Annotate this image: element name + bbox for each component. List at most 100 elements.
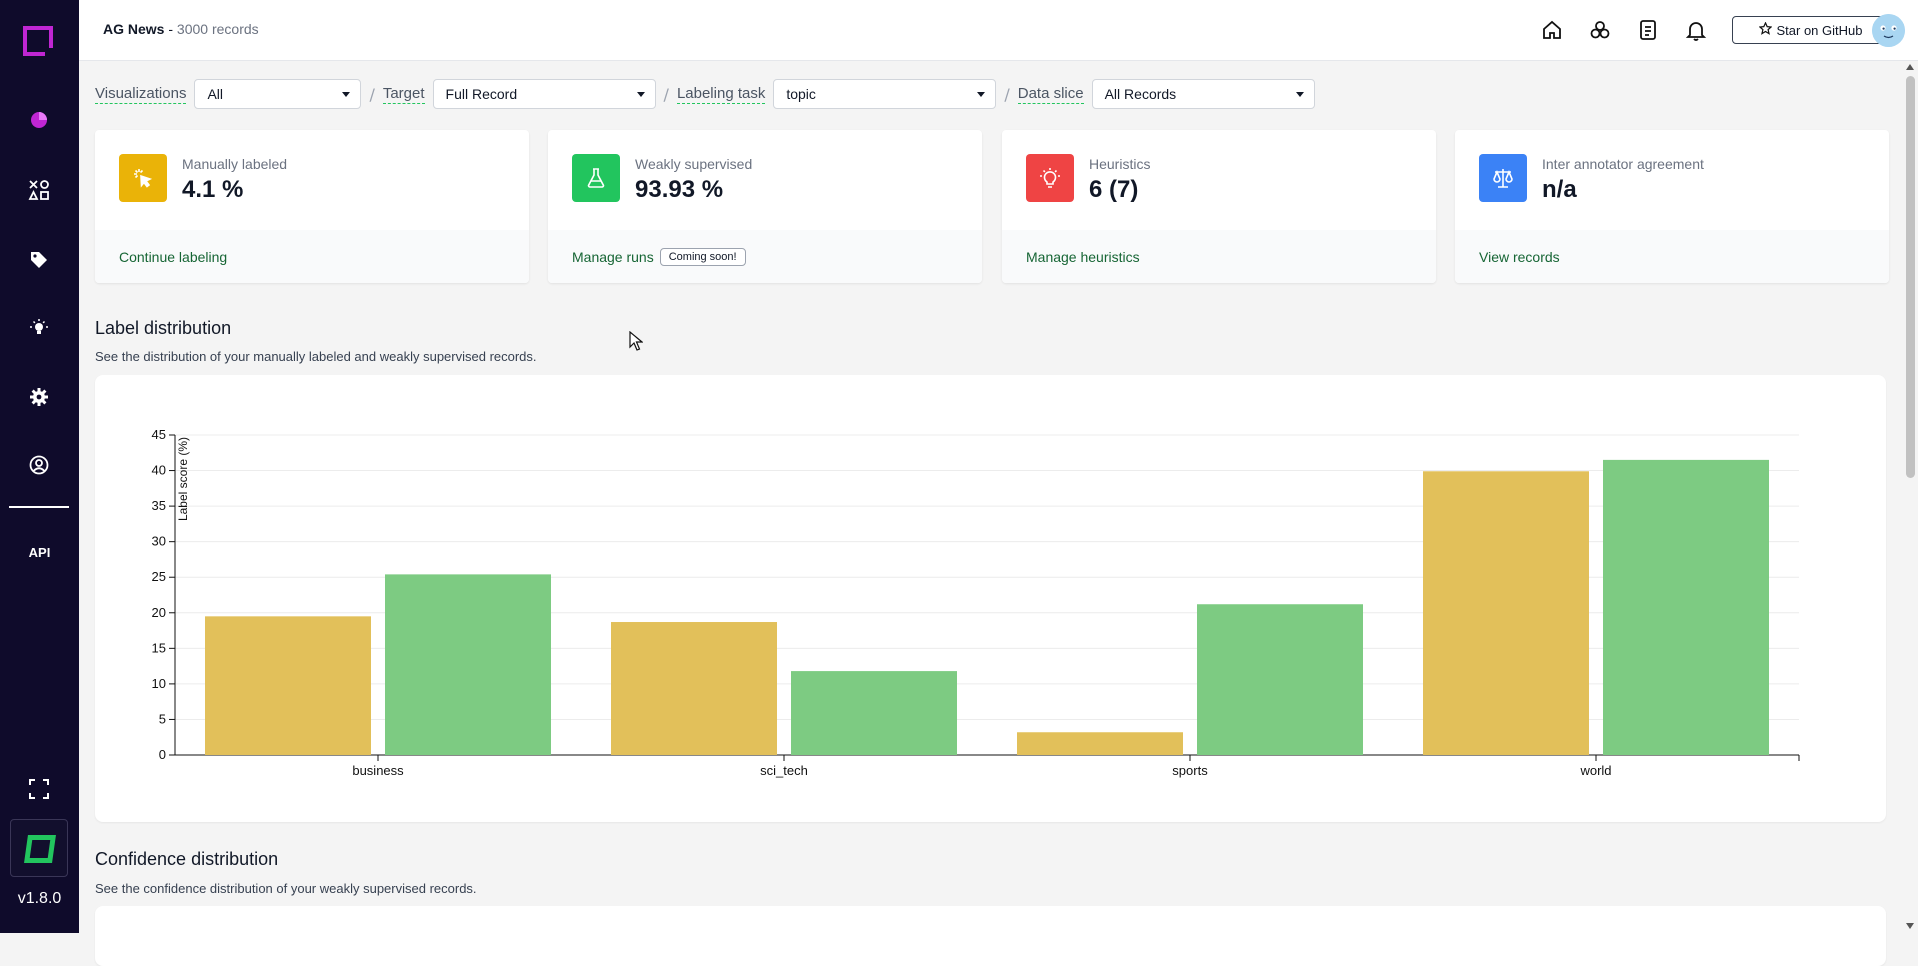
card-title: Inter annotator agreement <box>1542 156 1704 172</box>
settings-icon[interactable] <box>26 384 52 410</box>
fullscreen-icon[interactable] <box>26 776 52 802</box>
continue-labeling-link[interactable]: Continue labeling <box>119 248 228 265</box>
y-tick-label: 30 <box>152 534 166 549</box>
scroll-down-arrow-icon[interactable] <box>1906 923 1914 929</box>
y-axis-label: Label score (%) <box>176 437 190 521</box>
y-tick-label: 0 <box>159 747 166 762</box>
bar-sports-series-2 <box>1197 604 1363 755</box>
star-icon <box>1757 21 1773 38</box>
y-tick-label: 10 <box>152 676 166 691</box>
project-separator: - <box>168 21 174 37</box>
data-slice-label: Data slice <box>1017 84 1084 104</box>
x-tick-label: sci_tech <box>760 763 808 778</box>
x-tick-label: world <box>1579 763 1611 778</box>
label-distribution-subtitle: See the distribution of your manually la… <box>95 349 537 364</box>
bar-sports-series-1 <box>1017 732 1183 755</box>
confidence-distribution-title: Confidence distribution <box>95 849 279 869</box>
label-distribution-title: Label distribution <box>95 318 232 338</box>
notifications-icon[interactable] <box>1684 18 1708 42</box>
y-tick-label: 40 <box>152 463 166 478</box>
bar-business-series-1 <box>205 616 371 755</box>
project-name: AG News <box>103 21 165 37</box>
chevron-down-icon <box>977 91 986 97</box>
bulb-icon <box>1026 154 1074 202</box>
card-footer: Manage heuristics <box>1002 230 1436 283</box>
manage-heuristics-link[interactable]: Manage heuristics <box>1026 248 1140 265</box>
chevron-down-icon <box>1295 91 1304 97</box>
y-tick-label: 15 <box>152 640 166 655</box>
weakly-supervised-card: Weakly supervised 93.93 % Manage runs Co… <box>548 130 982 283</box>
visualizations-select[interactable]: All <box>194 79 362 109</box>
community-icon[interactable] <box>1588 18 1612 42</box>
bar-sci_tech-series-2 <box>791 671 957 755</box>
manage-runs-link[interactable]: Manage runs <box>572 248 654 265</box>
card-title: Manually labeled <box>182 156 288 172</box>
kern-logo <box>10 819 68 877</box>
api-link[interactable]: API <box>28 545 51 560</box>
star-on-github-button[interactable]: Star on GitHub <box>1732 16 1889 44</box>
card-footer: Manage runs Coming soon! <box>548 230 982 283</box>
scroll-up-arrow-icon[interactable] <box>1906 64 1914 70</box>
bar-sci_tech-series-1 <box>611 622 777 755</box>
cursor-click-icon <box>119 154 167 202</box>
label-distribution-chart: 0 5 10 15 20 25 30 35 40 45 Label score (%) busines… <box>152 427 1800 778</box>
y-tick-label: 45 <box>152 427 166 442</box>
target-value: Full Record <box>445 86 518 102</box>
y-tick-label: 20 <box>152 605 166 620</box>
label-distribution-chart-panel: 0 5 10 15 20 25 30 35 40 45 Label score (%) busines… <box>95 375 1886 822</box>
labeling-icon[interactable] <box>26 247 52 273</box>
card-footer: View records <box>1455 230 1889 283</box>
target-select[interactable]: Full Record <box>432 79 656 109</box>
labeling-task-value: topic <box>786 86 816 102</box>
filter-bar: Visualizations All / Target Full Record … <box>95 78 1315 110</box>
data-slice-value: All Records <box>1104 86 1177 102</box>
x-tick-label: business <box>352 763 404 778</box>
inter-annotator-card: Inter annotator agreement n/a View recor… <box>1455 130 1889 283</box>
view-records-link[interactable]: View records <box>1479 248 1560 265</box>
data-slice-select[interactable]: All Records <box>1091 79 1315 109</box>
page-scrollbar[interactable] <box>1902 62 1918 933</box>
user-avatar[interactable] <box>1872 14 1905 47</box>
overview-icon[interactable] <box>26 107 52 133</box>
filter-separator: / <box>663 84 669 104</box>
app-logo[interactable] <box>23 26 53 56</box>
sidebar-divider <box>9 506 69 508</box>
scale-icon <box>1479 154 1527 202</box>
card-title: Weakly supervised <box>635 156 753 172</box>
card-footer: Continue labeling <box>95 230 529 283</box>
github-button-label: Star on GitHub <box>1776 22 1863 38</box>
chevron-down-icon <box>342 91 351 97</box>
flask-icon <box>572 154 620 202</box>
confidence-distribution-chart-panel <box>95 906 1886 966</box>
y-tick-label: 5 <box>159 711 166 726</box>
y-tick-label: 35 <box>152 498 166 513</box>
card-value: 93.93 % <box>635 176 724 203</box>
labeling-task-label: Labeling task <box>676 84 766 104</box>
visualizations-value: All <box>207 86 224 102</box>
y-tick-label: 25 <box>152 569 166 584</box>
home-icon[interactable] <box>1540 18 1564 42</box>
manually-labeled-card: Manually labeled 4.1 % Continue labeling <box>95 130 529 283</box>
project-title: AG News - 3000 records <box>103 21 259 37</box>
card-value: n/a <box>1542 176 1577 203</box>
confidence-distribution-subtitle: See the confidence distribution of your … <box>95 881 477 896</box>
bar-world-series-1 <box>1423 471 1589 755</box>
labeling-task-select[interactable]: topic <box>773 79 997 109</box>
knowledge-icon[interactable] <box>26 315 52 341</box>
card-value: 6 (7) <box>1089 176 1139 203</box>
project-record-count: 3000 records <box>176 21 259 37</box>
chevron-down-icon <box>636 91 645 97</box>
mouse-cursor-icon <box>629 330 644 355</box>
card-value: 4.1 % <box>182 176 244 203</box>
coming-soon-badge: Coming soon! <box>659 247 746 266</box>
card-title: Heuristics <box>1089 156 1151 172</box>
heuristics-card: Heuristics 6 (7) Manage heuristics <box>1002 130 1436 283</box>
heuristics-icon[interactable] <box>26 177 52 203</box>
visualizations-label: Visualizations <box>95 84 187 104</box>
bar-world-series-2 <box>1603 459 1769 755</box>
target-label: Target <box>382 84 425 104</box>
scroll-thumb[interactable] <box>1906 76 1915 478</box>
filter-separator: / <box>369 84 375 104</box>
docs-icon[interactable] <box>1636 18 1660 42</box>
account-icon[interactable] <box>26 452 52 478</box>
